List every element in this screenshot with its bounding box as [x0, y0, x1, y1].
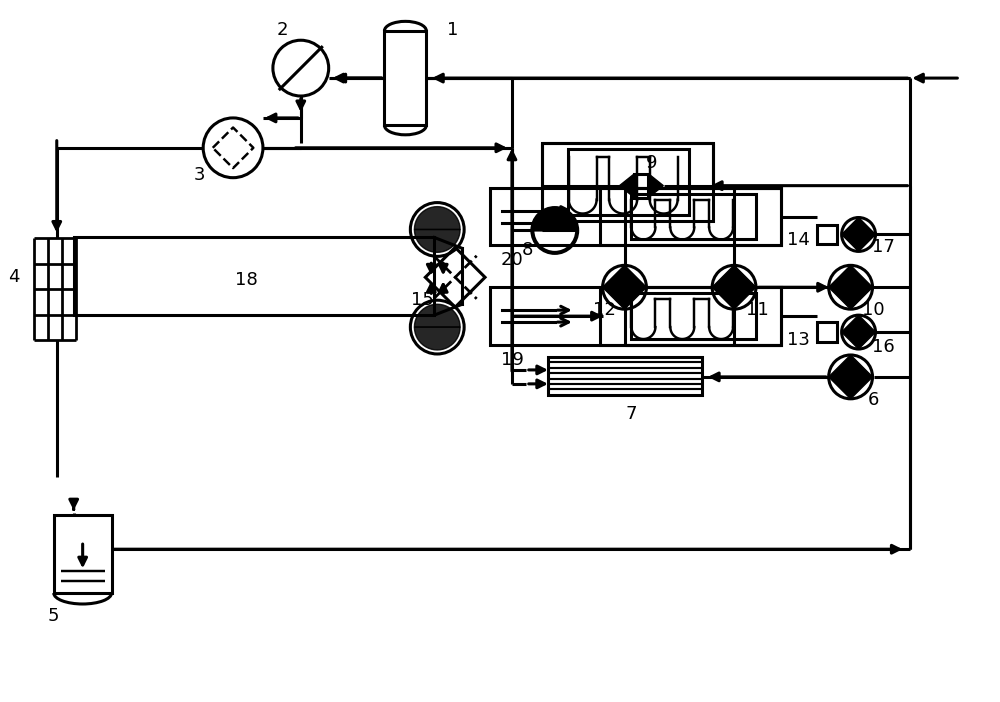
Text: 13: 13 — [787, 331, 810, 349]
Text: 1: 1 — [447, 21, 458, 39]
Text: 2: 2 — [277, 21, 289, 39]
Text: 11: 11 — [746, 301, 768, 319]
Polygon shape — [842, 218, 876, 251]
Polygon shape — [620, 173, 634, 197]
Bar — [817, 225, 837, 244]
Polygon shape — [414, 304, 460, 327]
Polygon shape — [712, 265, 756, 309]
Bar — [54, 515, 112, 593]
Bar — [634, 173, 648, 197]
Polygon shape — [829, 265, 873, 309]
Bar — [600, 287, 781, 345]
Polygon shape — [414, 327, 460, 350]
Bar — [384, 31, 426, 126]
Text: 14: 14 — [787, 232, 810, 249]
Text: 12: 12 — [593, 301, 616, 319]
Text: 17: 17 — [872, 239, 895, 256]
Polygon shape — [425, 247, 485, 307]
Text: 8: 8 — [522, 241, 534, 260]
Text: 10: 10 — [862, 301, 885, 319]
Text: 19: 19 — [501, 351, 523, 369]
Polygon shape — [414, 230, 460, 252]
Text: 20: 20 — [501, 251, 523, 270]
Text: 18: 18 — [235, 271, 257, 289]
Bar — [542, 143, 713, 220]
Bar — [817, 322, 837, 342]
Polygon shape — [842, 315, 876, 349]
Bar — [631, 194, 756, 239]
Text: 5: 5 — [48, 607, 60, 625]
Polygon shape — [532, 208, 578, 230]
Polygon shape — [603, 265, 646, 309]
Text: 16: 16 — [872, 338, 895, 356]
Bar — [600, 187, 781, 246]
Polygon shape — [648, 173, 663, 197]
Bar — [490, 187, 781, 246]
Polygon shape — [533, 208, 577, 230]
Polygon shape — [414, 206, 460, 230]
Text: 6: 6 — [868, 391, 879, 409]
Text: 9: 9 — [646, 154, 657, 172]
Polygon shape — [829, 355, 873, 399]
Text: 15: 15 — [411, 291, 434, 309]
Text: 3: 3 — [193, 166, 205, 184]
Bar — [548, 357, 702, 395]
Bar — [490, 287, 781, 345]
Bar — [568, 149, 689, 215]
Bar — [74, 237, 434, 315]
Text: 4: 4 — [8, 268, 20, 286]
Text: 7: 7 — [626, 405, 637, 423]
Bar — [631, 293, 756, 339]
